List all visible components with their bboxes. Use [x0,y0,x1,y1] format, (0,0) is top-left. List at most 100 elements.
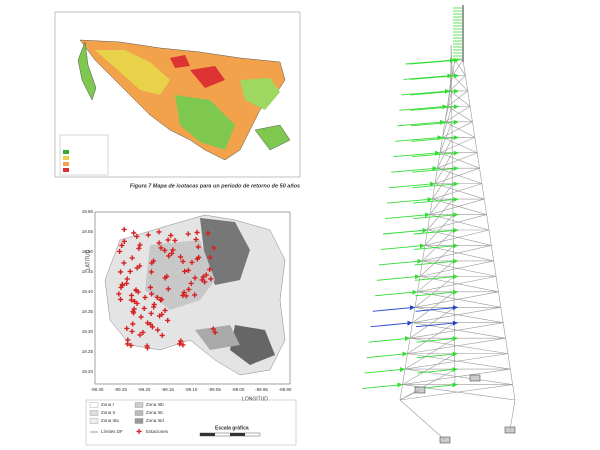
load-arrow [389,183,436,189]
station: ✚ [172,237,178,245]
tower-member [399,389,421,401]
load-arrow-head [422,228,428,233]
station: ✚ [205,230,211,238]
legend-swatch [89,410,99,416]
load-arrow-head [453,243,459,249]
tower-member [498,291,502,308]
x-tick-label: -98.95 [255,387,268,392]
load-arrow-head [452,351,458,357]
tower-member [414,291,418,308]
load-arrow-head [397,382,403,388]
station: ✚ [164,273,170,281]
load-arrow-head [453,73,459,79]
tower-member [399,384,403,401]
station: ✚ [208,275,214,283]
y-tick-label: 19.20 [82,369,94,374]
tower-member [419,260,494,277]
tower-member [402,369,406,385]
tower-member [462,59,466,76]
load-arrow-head [452,305,458,311]
tower-member [432,183,436,200]
y-tick-label: 19.55 [82,229,94,234]
tower-member [454,59,466,76]
station: ✚ [129,328,135,336]
load-arrow-head [452,382,458,388]
station: ✚ [193,236,199,244]
tower-member [439,137,443,153]
load-arrow-head [453,135,459,141]
load-arrow-head [452,367,458,373]
station: ✚ [145,320,151,328]
station: ✚ [149,324,155,332]
station: ✚ [182,268,188,276]
station: ✚ [149,259,155,267]
stations: ✚✚✚✚✚✚ ✚✚✚✚✚✚✚✚✚ ✚✚✚✚✚✚✚✚✚✚ ✚✚✚✚✚✚✚✚✚✚✚✚✚✚✚… [116,226,218,353]
station: ✚ [165,286,171,294]
station: ✚ [131,310,137,318]
tower-member [412,307,416,323]
tower-member [417,276,497,293]
tower-member [474,137,478,153]
station: ✚ [134,264,140,272]
station: ✚ [118,296,124,304]
x-tick-label: -99.05 [208,387,221,392]
load-arrow-head [430,181,435,187]
scale-label: Escala gráfica [215,425,249,431]
station: ✚ [212,329,218,337]
station: ✚ [125,337,131,345]
station: ✚ [119,281,125,289]
station: ✚ [170,246,176,254]
legend-swatch [89,418,99,424]
load-arrow-head [420,243,425,249]
legend-swatch [134,418,144,424]
station: ✚ [121,259,127,267]
load-arrow-head [453,197,459,203]
x-tick-label: -99.30 [91,387,104,392]
station: ✚ [178,337,184,345]
tower-member [427,229,492,246]
tower-member [479,168,483,184]
tower-member [422,245,426,261]
tower-member [419,260,423,277]
load-arrow [382,229,428,235]
load-arrow [415,291,459,297]
station: ✚ [211,244,217,252]
tower-member [486,214,490,231]
station: ✚ [118,269,124,277]
load-arrow [412,198,459,204]
tower-member [442,136,478,154]
load-arrow-head [427,197,433,203]
station: ✚ [128,342,134,350]
tower-member [424,245,494,262]
load-arrow [412,183,459,189]
load-arrow [413,229,459,235]
tower-member [465,75,469,91]
station: ✚ [124,341,130,349]
legend-label: Estaciones [146,429,169,434]
tower-member [439,136,475,154]
station: ✚ [177,341,183,349]
load-arrow-head [415,274,420,280]
station: ✚ [168,232,174,240]
tower-member [427,214,487,231]
load-arrow [410,105,459,111]
station: ✚ [134,233,140,241]
load-arrow-head [453,274,459,280]
tower-member [404,353,408,370]
load-arrow-head [453,166,459,172]
station: ✚ [166,253,172,261]
load-arrow-head [452,336,458,342]
station: ✚ [151,301,157,309]
tower-member [493,260,497,277]
station: ✚ [165,317,171,325]
load-arrow-head [453,181,459,187]
load-arrow [411,136,459,142]
station: ✚ [137,332,143,340]
load-arrow-head [407,320,413,326]
load-arrow [391,167,438,173]
station: ✚ [162,274,168,282]
station: ✚ [119,242,125,250]
tower-member [409,322,504,339]
station: ✚ [195,243,201,251]
legend-swatch [134,402,144,408]
